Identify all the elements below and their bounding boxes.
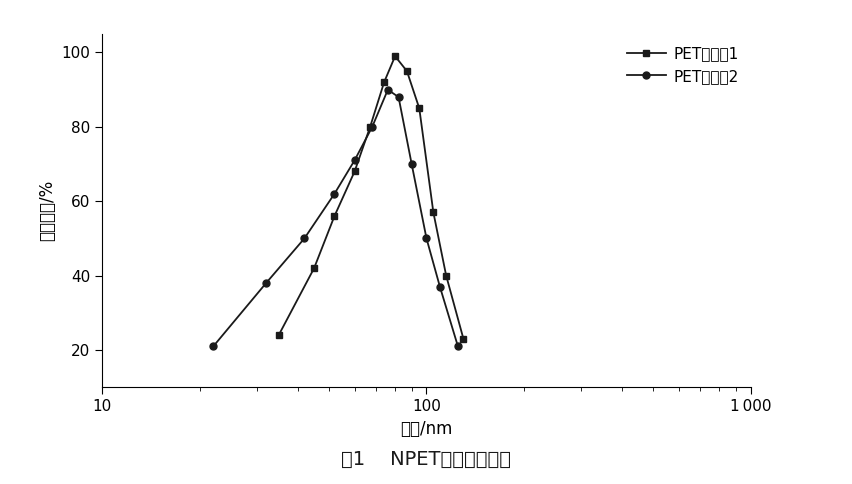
Line: PET悬浮液1: PET悬浮液1 bbox=[275, 53, 466, 342]
PET悬浮液1 bbox=[389, 53, 400, 59]
PET悬浮液1 bbox=[414, 106, 424, 111]
Y-axis label: 粒径分布/%: 粒径分布/% bbox=[38, 180, 56, 241]
PET悬浮液1 bbox=[428, 210, 438, 215]
PET悬浮液2 bbox=[452, 343, 463, 349]
PET悬浮液2 bbox=[393, 94, 403, 100]
PET悬浮液2 bbox=[435, 284, 445, 290]
PET悬浮液2 bbox=[329, 191, 339, 197]
PET悬浮液1 bbox=[440, 272, 451, 278]
Line: PET悬浮液2: PET悬浮液2 bbox=[210, 86, 461, 350]
Legend: PET悬浮液1, PET悬浮液2: PET悬浮液1, PET悬浮液2 bbox=[622, 42, 742, 88]
PET悬浮液2 bbox=[299, 236, 309, 242]
PET悬浮液2 bbox=[383, 87, 393, 92]
PET悬浮液1 bbox=[401, 68, 412, 74]
PET悬浮液1 bbox=[349, 168, 360, 174]
PET悬浮液2 bbox=[208, 343, 218, 349]
Text: 图1    NPET的粒径分布图: 图1 NPET的粒径分布图 bbox=[341, 450, 511, 469]
PET悬浮液2 bbox=[421, 236, 431, 242]
PET悬浮液2 bbox=[406, 161, 417, 167]
PET悬浮液1 bbox=[329, 213, 339, 219]
PET悬浮液1 bbox=[273, 332, 284, 338]
PET悬浮液2 bbox=[349, 157, 360, 163]
PET悬浮液1 bbox=[365, 124, 375, 130]
X-axis label: 直径/nm: 直径/nm bbox=[400, 420, 452, 438]
PET悬浮液1 bbox=[308, 265, 319, 271]
PET悬浮液2 bbox=[366, 124, 377, 130]
PET悬浮液1 bbox=[378, 79, 389, 85]
PET悬浮液2 bbox=[261, 280, 271, 286]
PET悬浮液1 bbox=[458, 336, 468, 342]
